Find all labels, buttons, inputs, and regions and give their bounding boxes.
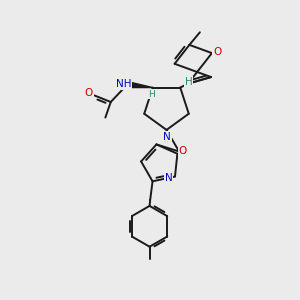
Polygon shape: [127, 82, 153, 88]
Text: O: O: [179, 146, 187, 156]
Text: N: N: [164, 173, 172, 183]
Text: N: N: [163, 131, 171, 142]
Text: O: O: [85, 88, 93, 98]
Text: O: O: [213, 47, 221, 57]
Text: NH: NH: [116, 79, 131, 89]
Text: H: H: [148, 90, 154, 99]
Text: H: H: [185, 77, 193, 87]
